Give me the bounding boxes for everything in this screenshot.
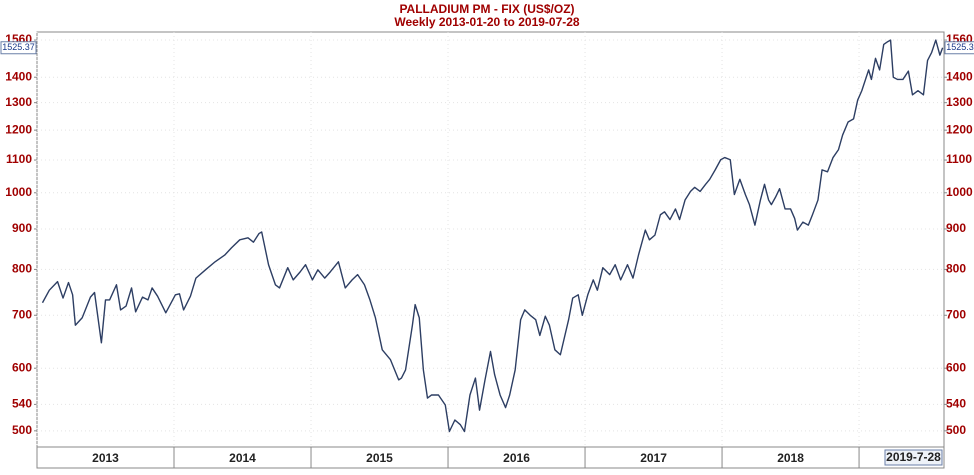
x-tick-label: 2014 (229, 451, 256, 465)
x-axis-band (36, 446, 945, 469)
y2-tick-label: 1400 (946, 69, 973, 83)
x-tick-label: 2018 (777, 451, 804, 465)
chart-title: PALLADIUM PM - FIX (US$/OZ) (399, 2, 574, 16)
y-tick-label: 600 (12, 360, 32, 374)
y-tick-label: 900 (12, 221, 32, 235)
x-tick-label: 2016 (503, 451, 530, 465)
y-tick-label: 700 (12, 307, 32, 321)
y2-tick-label: 1200 (946, 122, 973, 136)
y2-tick-label: 800 (946, 262, 966, 276)
end-date-label: 2019-7-28 (886, 450, 941, 464)
x-tick-label: 2015 (366, 451, 393, 465)
y-tick-label: 800 (12, 262, 32, 276)
y2-tick-label: 500 (946, 423, 966, 437)
y2-tick-label: 540 (946, 397, 966, 411)
y2-tick-label: 900 (946, 221, 966, 235)
price-line (41, 39, 944, 433)
y-tick-label: 500 (12, 423, 32, 437)
y-tick-label: 1200 (5, 122, 32, 136)
end-value-box (0, 41, 37, 55)
y-tick-label: 1400 (5, 69, 32, 83)
x-tick-label: 2017 (640, 451, 667, 465)
y-tick-label: 1300 (5, 95, 32, 109)
y-tick-label: 1000 (5, 185, 32, 199)
end-value-label-right: 1525.37 (946, 42, 974, 52)
end-value-label-left: 1525.37 (2, 42, 35, 52)
y2-tick-label: 1100 (946, 152, 972, 166)
y2-tick-label: 1300 (946, 95, 973, 109)
end-date-box (884, 449, 943, 466)
chart-subtitle: Weekly 2013-01-20 to 2019-07-28 (394, 15, 580, 29)
x-tick-label: 2013 (92, 451, 119, 465)
y-tick-label: 1100 (6, 152, 32, 166)
y2-tick-label: 700 (946, 307, 966, 321)
y2-tick-label: 1000 (946, 185, 973, 199)
end-value-box (944, 41, 974, 55)
y-tick-label: 540 (12, 397, 32, 411)
y2-tick-label: 600 (946, 360, 966, 374)
